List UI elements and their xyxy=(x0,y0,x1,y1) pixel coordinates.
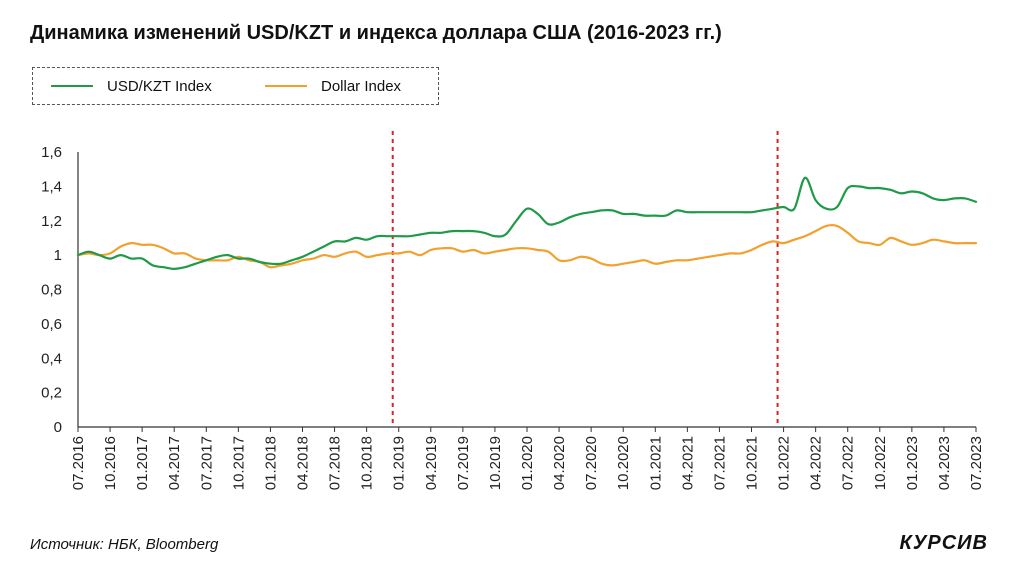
source-note: Источник: НБК, Bloomberg xyxy=(30,536,219,553)
y-tick-label: 1,4 xyxy=(41,178,62,195)
x-tick-label: 04.2023 xyxy=(936,436,953,490)
x-tick-label: 10.2018 xyxy=(359,436,376,490)
legend-label-usdkzt: USD/KZT Index xyxy=(107,77,212,95)
x-tick-label: 10.2022 xyxy=(872,436,889,490)
y-tick-label: 0,2 xyxy=(41,385,62,402)
x-tick-label: 07.2019 xyxy=(455,436,472,490)
x-tick-label: 07.2023 xyxy=(968,436,985,490)
x-tick-label: 04.2018 xyxy=(295,436,312,490)
x-tick-label: 04.2022 xyxy=(808,436,825,490)
x-tick-label: 10.2020 xyxy=(615,436,632,490)
x-tick-label: 10.2019 xyxy=(487,436,504,490)
y-tick-label: 0,4 xyxy=(41,350,62,367)
x-tick-label: 01.2019 xyxy=(391,436,408,490)
x-tick-label: 01.2023 xyxy=(904,436,921,490)
x-tick-label: 07.2020 xyxy=(583,436,600,490)
legend-label-dollar-index: Dollar Index xyxy=(321,77,402,95)
chart-legend: USD/KZT Index Dollar Index xyxy=(32,67,439,105)
legend-swatch-dollar-index xyxy=(265,85,307,87)
legend-item-dollar-index: Dollar Index xyxy=(265,68,401,104)
x-tick-label: 07.2022 xyxy=(840,436,857,490)
x-tick-label: 10.2016 xyxy=(102,436,119,490)
y-tick-label: 0 xyxy=(54,419,62,436)
x-tick-label: 01.2020 xyxy=(519,436,536,490)
kursiv-logo: КУРСИВ xyxy=(899,532,988,554)
x-tick-label: 01.2017 xyxy=(134,436,151,490)
x-tick-label: 04.2019 xyxy=(423,436,440,490)
y-tick-label: 0,6 xyxy=(41,316,62,333)
x-tick-label: 01.2022 xyxy=(776,436,793,490)
legend-item-usdkzt: USD/KZT Index xyxy=(51,68,212,104)
x-tick-label: 10.2017 xyxy=(230,436,247,490)
x-tick-label: 04.2020 xyxy=(551,436,568,490)
x-tick-label: 07.2018 xyxy=(327,436,344,490)
series-line-dollar-index xyxy=(76,224,978,269)
x-tick-label: 01.2021 xyxy=(647,436,664,490)
x-tick-label: 01.2018 xyxy=(262,436,279,490)
x-tick-label: 07.2017 xyxy=(198,436,215,490)
y-tick-label: 1,6 xyxy=(41,144,62,161)
y-tick-label: 1 xyxy=(54,247,62,264)
series-line-usdkzt xyxy=(76,176,978,270)
x-tick-label: 07.2021 xyxy=(711,436,728,490)
y-tick-label: 1,2 xyxy=(41,213,62,230)
x-tick-label: 10.2021 xyxy=(744,436,761,490)
legend-swatch-usdkzt xyxy=(51,85,93,87)
y-tick-label: 0,8 xyxy=(41,282,62,299)
x-tick-label: 04.2021 xyxy=(679,436,696,490)
x-tick-label: 04.2017 xyxy=(166,436,183,490)
chart-title: Динамика изменений USD/KZT и индекса дол… xyxy=(30,22,722,44)
x-tick-label: 07.2016 xyxy=(70,436,87,490)
